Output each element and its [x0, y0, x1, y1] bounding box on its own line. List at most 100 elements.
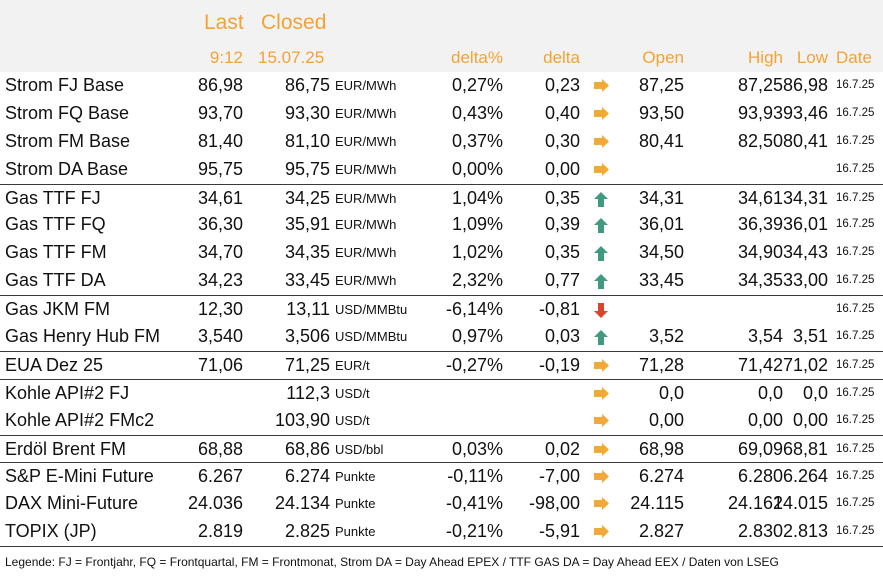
table-row: S&P E-Mini Future 6.267 6.274 Punkte -0,11% -… [0, 462, 883, 490]
up-arrow-icon [593, 323, 611, 351]
high-value: 93,93 [737, 102, 783, 123]
instrument-name: Gas TTF FJ [5, 187, 101, 208]
unit-label: USD/bbl [335, 441, 384, 457]
unit-label: EUR/MWh [335, 105, 397, 121]
right-arrow-icon [593, 128, 611, 156]
open-value: 6.274 [638, 466, 684, 487]
low-value: 71,02 [782, 354, 828, 375]
unit-label: EUR/MWh [335, 133, 397, 149]
high-value: 71,42 [737, 354, 783, 375]
instrument-name: Gas TTF FM [5, 242, 107, 263]
unit-label: USD/MMBtu [335, 329, 408, 345]
unit-label: EUR/MWh [335, 273, 397, 289]
open-value: 24.115 [630, 493, 684, 514]
delta-value: 0,00 [544, 158, 580, 179]
table-row: Gas Henry Hub FM 3,540 3,506 USD/MMBtu 0,97%… [0, 323, 883, 351]
closed-value: 33,45 [284, 270, 330, 291]
date-value: 16.7.25 [836, 303, 875, 316]
open-value: 34,31 [638, 187, 684, 208]
last-value: 68,88 [197, 438, 243, 459]
header-delta-pct: delta% [451, 48, 503, 67]
right-arrow-icon [593, 463, 611, 491]
right-arrow-icon [593, 380, 611, 408]
high-value: 3,54 [747, 326, 783, 347]
high-value: 69,09 [737, 438, 783, 459]
table-row: Gas JKM FM 12,30 13,11 USD/MMBtu -6,14% -0,81… [0, 295, 883, 323]
delta-value: -7,00 [538, 466, 580, 487]
table-header: Last Closed 9:12 15.07.25 delta% delta O… [0, 0, 883, 72]
open-value: 71,28 [638, 354, 684, 375]
table-row: Gas TTF FM 34,70 34,35 EUR/MWh 1,02% 0,35 34,5… [0, 239, 883, 267]
high-value: 36,39 [737, 214, 783, 235]
instrument-name: Strom DA Base [5, 158, 129, 179]
delta-pct-value: 1,09% [451, 214, 503, 235]
closed-value: 95,75 [284, 158, 330, 179]
low-value: 0,0 [802, 382, 828, 403]
unit-label: Punkte [335, 469, 376, 485]
last-value: 34,61 [197, 187, 243, 208]
header-open: Open [642, 48, 684, 67]
unit-label: EUR/MWh [335, 190, 397, 206]
date-value: 16.7.25 [836, 79, 875, 91]
open-value: 68,98 [638, 438, 684, 459]
date-value: 16.7.25 [836, 413, 875, 426]
table-row: TOPIX (JP) 2.819 2.825 Punkte -0,21% -5,91 2.8… [0, 518, 883, 546]
closed-value: 35,91 [284, 214, 330, 235]
instrument-name: Kohle API#2 FJ [5, 382, 130, 403]
delta-pct-value: -0,21% [445, 521, 503, 542]
last-value: 86,98 [197, 75, 243, 95]
date-value: 16.7.25 [836, 386, 875, 399]
last-value: 36,30 [197, 214, 243, 235]
quotes-table: Strom FJ Base 86,98 86,75 EUR/MWh 0,27% 0,23 8… [0, 72, 883, 546]
header-date: Date [836, 48, 872, 67]
closed-value: 13,11 [286, 299, 330, 320]
closed-value: 68,86 [284, 438, 330, 459]
unit-label: Punkte [335, 524, 376, 540]
date-value: 16.7.25 [836, 246, 875, 259]
instrument-name: Gas Henry Hub FM [5, 326, 161, 347]
instrument-name: Gas TTF DA [5, 270, 106, 291]
delta-value: 0,23 [544, 75, 580, 95]
low-value: 34,31 [782, 187, 828, 208]
closed-value: 6.274 [284, 466, 330, 487]
high-value: 87,25 [737, 75, 783, 95]
instrument-name: DAX Mini-Future [5, 493, 139, 514]
closed-value: 86,75 [284, 75, 330, 95]
delta-pct-value: 0,37% [451, 130, 503, 151]
low-value: 24.015 [772, 493, 828, 514]
date-value: 16.7.25 [836, 497, 875, 510]
delta-value: 0,40 [544, 102, 580, 123]
table-row: Erdöl Brent FM 68,88 68,86 USD/bbl 0,03% 0,02… [0, 434, 883, 464]
table-row: Gas TTF DA 34,23 33,45 EUR/MWh 2,32% 0,77 33,4… [0, 267, 883, 295]
right-arrow-icon [593, 436, 611, 464]
table-row: EUA Dez 25 71,06 71,25 EUR/t -0,27% -0,19 71,2… [0, 350, 883, 380]
instrument-name: Strom FM Base [5, 130, 131, 151]
date-value: 16.7.25 [836, 191, 875, 204]
delta-pct-value: 1,02% [451, 242, 503, 263]
low-value: 0,00 [792, 409, 828, 430]
up-arrow-icon [593, 267, 611, 295]
open-value: 33,45 [638, 270, 684, 291]
right-arrow-icon [593, 352, 611, 380]
instrument-name: S&P E-Mini Future [5, 466, 154, 487]
date-value: 16.7.25 [836, 330, 875, 343]
low-value: 3,51 [792, 326, 828, 347]
open-value: 3,52 [648, 326, 684, 347]
table-row: Kohle API#2 FJ 112,3 USD/t 0,0 0,0 0,0 16.7.25 [0, 378, 883, 408]
delta-pct-value: 0,00% [451, 158, 503, 179]
high-value: 2.830 [737, 521, 783, 542]
table-row: Strom FM Base 81,40 81,10 EUR/MWh 0,37% 0,30 8… [0, 128, 883, 156]
unit-label: EUR/MWh [335, 78, 397, 93]
high-value: 82,50 [737, 130, 783, 151]
unit-label: EUR/MWh [335, 217, 397, 233]
closed-value: 34,25 [284, 187, 330, 208]
delta-value: 0,77 [544, 270, 580, 291]
closed-value: 24.134 [274, 493, 330, 514]
delta-pct-value: -0,27% [445, 354, 503, 375]
open-value: 36,01 [638, 214, 684, 235]
delta-pct-value: 0,03% [451, 438, 503, 459]
delta-pct-value: 2,32% [451, 270, 503, 291]
instrument-name: Strom FQ Base [5, 102, 130, 123]
last-value: 2.819 [197, 521, 243, 542]
unit-label: EUR/t [335, 357, 370, 373]
